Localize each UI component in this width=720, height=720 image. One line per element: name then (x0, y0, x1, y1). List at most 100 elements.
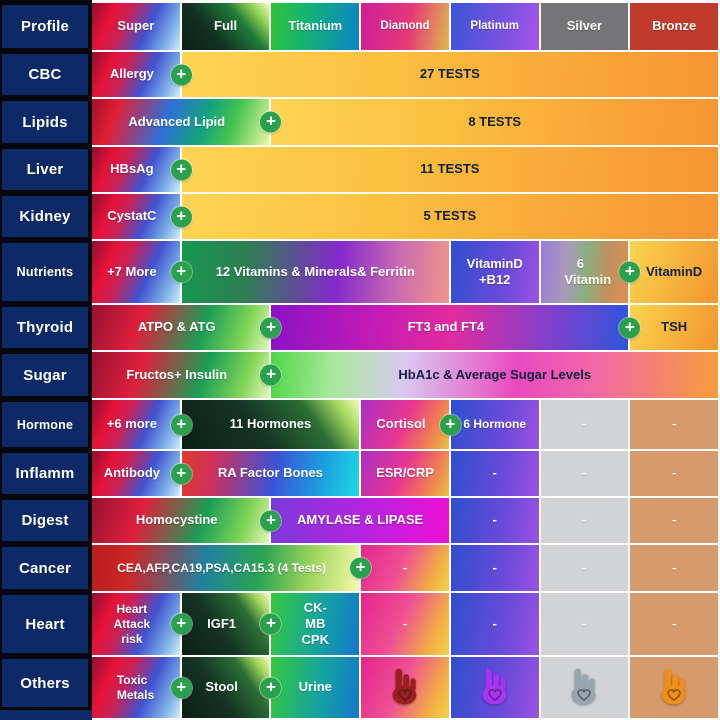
row-heart: Heart Heart Attack risk + IGF1 + CK-MB C… (0, 593, 718, 655)
cell-text: Toxic Metals (116, 672, 155, 702)
row-label-thyroid: Thyroid (0, 305, 90, 350)
cell-text: 5 TESTS (423, 208, 477, 224)
cell-text: CystatC (107, 208, 157, 224)
cell-thyroid-tsh: TSH (630, 305, 718, 350)
column-header-diamond: Diamond (361, 3, 449, 50)
cell-cancer-markers: CEA,AFP,CA19,PSA,CA15.3 (4 Tests) + (92, 545, 372, 591)
cell-text: - (671, 512, 677, 528)
cell-liver-hbsag: HBsAg + (92, 147, 192, 192)
cell-text: Urine (298, 679, 332, 695)
cell-hormone-bronze-dash: - (630, 400, 718, 449)
cell-others-silver-hand (540, 657, 629, 718)
plus-icon: + (619, 317, 641, 338)
cell-text: - (582, 416, 587, 432)
bottom-navy-strip (0, 710, 92, 720)
cell-text: Cortisol (376, 416, 426, 432)
cell-others-diamond-hand (361, 657, 449, 718)
cell-inflamm-platinum-dash: - (450, 451, 539, 496)
column-header-titanium: Titanium (271, 3, 360, 50)
cell-hormone-11hormones: 11 Hormones (181, 400, 360, 449)
row-nutrients: Nutrients +7 More + 12 Vitamins & Minera… (0, 241, 718, 303)
cell-sugar-fructos-insulin: Fructos+ Insulin + (92, 352, 282, 398)
cell-cancer-bronze-dash: - (630, 545, 718, 591)
cell-text: - (402, 615, 408, 631)
cell-text: Allergy (109, 66, 154, 82)
cell-text: +6 more (106, 416, 157, 432)
plus-icon: + (170, 613, 192, 635)
cell-cancer-platinum-dash: - (450, 545, 539, 591)
column-header-text: Super (117, 18, 155, 34)
cell-inflamm-ra-factor: RA Factor Bones (181, 451, 360, 496)
cell-nutrients-vitamind-b12: VitaminD +B12 (450, 241, 539, 303)
plus-icon: + (170, 159, 192, 180)
row-label-sugar: Sugar (0, 352, 90, 398)
cell-digest-amylase-lipase: AMYLASE & LIPASE (271, 498, 449, 543)
cell-inflamm-silver-dash: - (540, 451, 629, 496)
cell-thyroid-atpo-atg: ATPO & ATG + (92, 305, 282, 350)
cell-text: CEA,AFP,CA19,PSA,CA15.3 (4 Tests) (117, 560, 327, 575)
row-thyroid: Thyroid ATPO & ATG + FT3 and FT4 + TSH (0, 305, 718, 350)
cell-others-platinum-hand (450, 657, 539, 718)
cell-text: IGF1 (207, 615, 237, 631)
cell-text: - (582, 559, 587, 575)
cell-text: 27 TESTS (419, 66, 480, 82)
cell-others-stool: Stool + (181, 657, 282, 718)
column-header-text: Platinum (470, 20, 519, 33)
cell-text: Advanced Lipid (128, 113, 226, 129)
cell-text: - (671, 615, 677, 631)
cell-text: Fructos+ Insulin (126, 366, 228, 382)
cell-others-urine: Urine (271, 657, 360, 718)
plus-icon: + (170, 261, 192, 283)
cell-heart-platinum-dash: - (450, 593, 539, 655)
cell-text: - (492, 465, 497, 481)
cell-inflamm-antibody: Antibody + (92, 451, 192, 496)
column-header-text: Full (214, 18, 238, 34)
cell-text: +7 More (107, 263, 157, 279)
cell-inflamm-esr-crp: ESR/CRP (361, 451, 449, 496)
row-digest: Digest Homocystine + AMYLASE & LIPASE - … (0, 498, 718, 543)
cell-text: TSH (661, 319, 688, 335)
row-cancer: Cancer CEA,AFP,CA19,PSA,CA15.3 (4 Tests)… (0, 545, 718, 591)
row-label-kidney: Kidney (0, 194, 90, 239)
plus-icon: + (260, 317, 282, 338)
plus-icon: + (170, 463, 192, 484)
plus-icon: + (260, 510, 282, 531)
column-header-full: Full (181, 3, 270, 50)
plus-icon: + (260, 613, 282, 635)
plus-icon: + (170, 677, 192, 698)
cell-text: - (582, 512, 587, 528)
cell-nutrients-vitamind: VitaminD (630, 241, 718, 303)
row-label-nutrients: Nutrients (0, 241, 90, 303)
column-header-text: Bronze (652, 18, 697, 34)
column-header-platinum: Platinum (450, 3, 539, 50)
cell-nutrients-6vitamin: 6 Vitamin + (540, 241, 641, 303)
row-label-inflamm: Inflamm (0, 451, 90, 496)
row-others: Others Toxic Metals + Stool + Urine (0, 657, 718, 718)
row-lipids: Lipids Advanced Lipid + 8 TESTS (0, 99, 718, 145)
cell-text: CK-MB CPK (301, 599, 329, 648)
plus-icon: + (260, 364, 282, 386)
hand-heart-icon (476, 664, 514, 711)
column-header-super: Super (92, 3, 180, 50)
cell-text: - (492, 512, 497, 528)
cell-text: - (671, 416, 677, 432)
plus-icon: + (350, 557, 372, 579)
hand-heart-icon (655, 664, 693, 711)
cell-text: Stool (205, 679, 238, 695)
cell-lipids-advanced-lipid: Advanced Lipid + (92, 99, 282, 145)
row-hormone: Hormone +6 more + 11 Hormones Cortisol +… (0, 400, 718, 449)
profile-header-label: Profile (0, 3, 90, 50)
row-label-lipids: Lipids (0, 99, 90, 145)
row-label-hormone: Hormone (0, 400, 90, 449)
row-label-digest: Digest (0, 498, 90, 543)
cell-inflamm-bronze-dash: - (630, 451, 718, 496)
cell-text: - (582, 465, 587, 481)
cell-liver-tests: 11 TESTS (181, 147, 718, 192)
cell-hormone-6hormone: 6 Hormone (450, 400, 539, 449)
row-label-cancer: Cancer (0, 545, 90, 591)
cell-hormone-cortisol: Cortisol + (361, 400, 461, 449)
cell-heart-silver-dash: - (540, 593, 629, 655)
column-header-bronze: Bronze (630, 3, 718, 50)
cell-heart-igf1: IGF1 + (181, 593, 282, 655)
row-cbc: CBC Allergy + 27 TESTS (0, 52, 718, 97)
